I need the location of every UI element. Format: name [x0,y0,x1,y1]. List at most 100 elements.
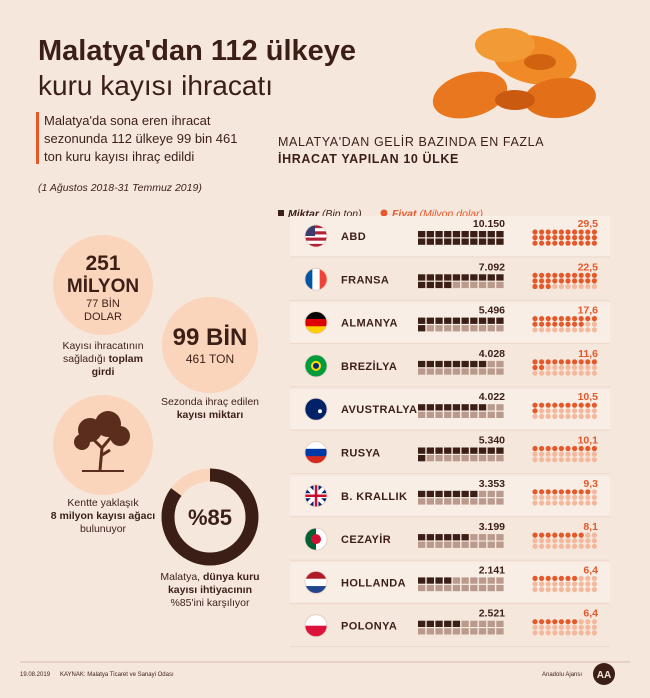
quantity-square [487,325,495,332]
quantity-square [435,238,443,245]
price-dot [565,619,571,625]
price-label: 29,5 [578,218,599,230]
quantity-square [487,628,495,635]
price-label: 9,3 [583,478,598,490]
price-dot [545,229,551,235]
quantity-square [461,274,469,281]
price-dot [591,364,598,371]
price-dot [552,587,558,593]
quantity-square [435,411,443,418]
price-dot [532,229,538,235]
price-dot [545,624,551,630]
quantity-square [470,455,478,462]
price-dot [591,402,598,408]
price-dot [558,272,565,278]
quantity-square [426,455,434,462]
price-mark [532,575,598,593]
quantity-square [478,541,487,548]
price-dot [578,402,584,408]
price-dot [545,543,551,549]
price-dot [565,575,571,582]
price-dot [532,402,538,408]
price-dot [558,229,565,235]
price-dot [565,364,571,371]
quantity-mark [418,534,504,548]
price-dot [585,543,591,549]
quantity-mark [418,620,504,635]
price-dot [572,581,578,587]
quantity-square [452,231,461,238]
flag [305,225,327,247]
quantity-square [461,584,469,592]
caption-line: Kayısı ihracatının [62,340,143,352]
price-dot [578,321,584,327]
price-label: 10,1 [578,435,599,447]
quantity-square [487,368,495,375]
ring-value [161,468,259,566]
quantity-square [470,411,478,418]
price-dot [572,229,578,235]
quantity-square [418,368,426,375]
price-dot [591,494,598,500]
price-dot [545,359,551,365]
price-dot [572,451,578,457]
price-dot [591,235,598,241]
price-dot [572,240,578,246]
price-dot [572,500,578,506]
price-dot [565,408,571,414]
accent-bar [36,112,39,164]
quantity-mark [418,317,504,332]
quantity-square [444,360,452,368]
country-name: CEZAYİR [341,533,391,546]
price-dot [539,494,545,500]
price-mark [532,445,598,463]
quantity-square [426,404,434,411]
price-dot [585,240,591,246]
quantity-square [426,490,434,498]
price-dot [539,538,545,544]
price-dot [591,240,598,246]
quantity-square [444,274,452,281]
quantity-square [444,447,452,454]
flag [305,354,327,377]
price-dot [572,624,578,630]
price-dot [532,587,538,593]
price-dot [532,272,538,278]
caption-line: Kentte yaklaşık [67,497,139,509]
quantity-square [426,620,434,627]
quantity-square [470,490,478,498]
quantity-square [444,411,452,418]
quantity-square [444,455,452,462]
price-dot [558,543,565,549]
price-dot [565,235,571,241]
price-dot [545,408,551,414]
price-dot [578,451,584,457]
flag-ring [304,311,328,335]
caption-text: Kentte yaklaşık [67,497,139,509]
flag-stripe [305,234,327,239]
quantity-square [461,534,469,541]
price-dot [565,283,571,290]
quantity-square [418,238,426,245]
quantity-square [461,368,469,375]
quantity-square [418,325,426,332]
quantity-square [452,534,461,541]
price-dot [565,327,571,333]
price-dot [565,272,571,278]
flag [305,484,327,507]
price-dot [585,532,591,538]
price-dot [565,457,571,463]
period: (1 Ağustos 2018-31 Temmuz 2019) [38,182,202,194]
price-dot [552,575,558,582]
flag-stripe [305,456,327,464]
quantity-square [478,534,487,541]
price-dot [532,457,538,463]
flag-ring [304,397,328,421]
price-dot [591,451,598,457]
price-dot [565,359,571,365]
stat-circle [162,297,258,393]
price-dot [585,500,591,506]
quantity-square [435,404,443,411]
caption-line: sağladığı toplam [63,353,143,365]
price-dot [578,457,584,463]
